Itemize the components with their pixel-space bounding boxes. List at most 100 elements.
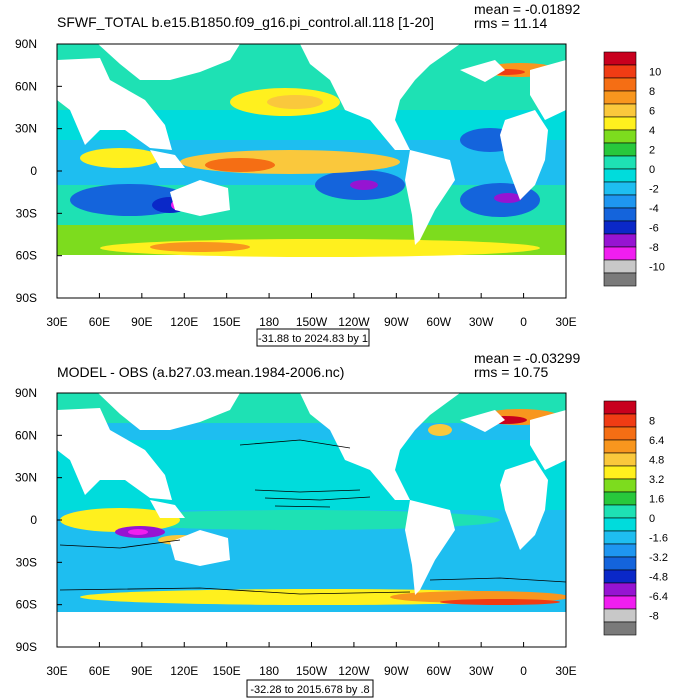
colorbar-swatch: [603, 194, 637, 209]
x-tick-label: 90W: [384, 664, 409, 678]
x-tick-label: 60W: [426, 315, 451, 329]
colorbar-swatch: [603, 181, 637, 196]
colorbar-label: 0: [649, 513, 655, 525]
panel-title: SFWF_TOTAL b.e15.B1850.f09_g16.pi_contro…: [57, 14, 434, 30]
contour-info: -31.88 to 2024.83 by 1: [258, 333, 368, 345]
x-tick-label: 30W: [469, 315, 494, 329]
colorbar-label: -4: [649, 203, 659, 215]
x-tick-label: 60E: [89, 315, 110, 329]
colorbar-swatch: [603, 64, 637, 79]
colorbar-label: 8: [649, 416, 655, 428]
colorbar-label: 10: [649, 67, 661, 79]
map-field: [57, 393, 566, 647]
colorbar-swatch: [603, 608, 637, 623]
x-tick-label: 150W: [296, 315, 328, 329]
colorbar-label: 0: [649, 164, 655, 176]
colorbar-label: 8: [649, 86, 655, 98]
mean-label: mean = -0.01892: [474, 1, 580, 17]
colorbar-swatch: [603, 116, 637, 131]
colorbar-label: 6: [649, 106, 655, 118]
x-axis-ticks: 30E 60E 90E 120E 150E 180 150W 120W 90W 60W 30W 0 30…: [46, 642, 577, 678]
x-tick-label: 30E: [46, 315, 67, 329]
x-tick-label: 30E: [555, 664, 576, 678]
x-tick-label: 120E: [170, 315, 198, 329]
mean-label: mean = -0.03299: [474, 350, 580, 366]
x-tick-label: 60W: [426, 664, 451, 678]
colorbar-swatch: [603, 246, 637, 261]
x-tick-label: 0: [520, 664, 527, 678]
colorbar-label: -6: [649, 223, 659, 235]
colorbar-swatch: [603, 129, 637, 144]
x-tick-label: 150E: [213, 315, 241, 329]
colorbar-swatch: [603, 556, 637, 571]
colorbar-swatch: [603, 220, 637, 235]
x-tick-label: 150E: [213, 664, 241, 678]
x-tick-label: 90W: [384, 315, 409, 329]
colorbar-swatch: [603, 90, 637, 105]
x-tick-label: 30W: [469, 664, 494, 678]
x-tick-label: 30E: [46, 664, 67, 678]
colorbar-swatch: [603, 400, 637, 415]
y-tick-label: 0: [30, 513, 37, 527]
colorbar-swatch: [603, 259, 637, 274]
x-tick-label: 90E: [131, 664, 152, 678]
x-tick-label: 120W: [338, 315, 370, 329]
colorbar-swatch: [603, 439, 637, 454]
colorbar-label: 4: [649, 125, 655, 137]
colorbar-swatch: [603, 452, 637, 467]
colorbar-swatch: [603, 517, 637, 532]
colorbar-swatch: [603, 465, 637, 480]
x-tick-label: 150W: [296, 664, 328, 678]
y-tick-label: 30N: [15, 471, 37, 485]
contour-info: -32.28 to 2015.678 by .8: [250, 684, 369, 696]
x-tick-label: 180: [259, 664, 279, 678]
x-tick-label: 90E: [131, 315, 152, 329]
colorbar-swatch: [603, 413, 637, 428]
y-tick-label: 90S: [16, 640, 37, 654]
colorbar-label: -1.6: [649, 533, 668, 545]
contour-info-box: [246, 679, 374, 698]
colorbar-swatch: [603, 77, 637, 92]
colorbar-swatch: [603, 207, 637, 222]
colorbar-swatch: [603, 543, 637, 558]
y-tick-label: 90N: [15, 37, 37, 51]
y-tick-label: 30N: [15, 122, 37, 136]
y-tick-label: 90N: [15, 386, 37, 400]
colorbar-swatch: [603, 569, 637, 584]
rms-label: rms = 10.75: [474, 364, 549, 380]
colorbar-swatch: [603, 530, 637, 545]
colorbar-label: 1.6: [649, 494, 664, 506]
colorbar-swatch: [603, 478, 637, 493]
x-tick-label: 60E: [89, 664, 110, 678]
y-tick-label: 90S: [16, 291, 37, 305]
colorbar-label: -4.8: [649, 572, 668, 584]
colorbar-label: -10: [649, 262, 665, 274]
colorbar-swatch: [603, 595, 637, 610]
x-tick-label: 30E: [555, 315, 576, 329]
colorbar: 10 8 6 4 2 0 -2 -4 -6 -8 -10: [603, 51, 665, 287]
colorbar-swatch: [603, 155, 637, 170]
panel-bottom: MODEL - OBS (a.b27.03.mean.1984-2006.nc)…: [15, 350, 668, 698]
x-tick-label: 180: [259, 315, 279, 329]
x-tick-label: 120W: [338, 664, 370, 678]
y-tick-label: 60N: [15, 79, 37, 93]
colorbar-label: 6.4: [649, 435, 664, 447]
colorbar-label: -8: [649, 242, 659, 254]
colorbar-swatch: [603, 272, 637, 287]
contour-info-box: [256, 328, 370, 347]
y-axis-ticks: 90N 60N 30N 0 30S 60S 90S: [15, 37, 62, 305]
x-tick-label: 0: [520, 315, 527, 329]
colorbar-swatch: [603, 491, 637, 506]
colorbar-swatch: [603, 426, 637, 441]
y-tick-label: 0: [30, 164, 37, 178]
y-axis-ticks: 90N 60N 30N 0 30S 60S 90S: [15, 386, 62, 654]
colorbar-label: -3.2: [649, 552, 668, 564]
colorbar-swatch: [603, 142, 637, 157]
colorbar-label: -2: [649, 184, 659, 196]
y-tick-label: 60S: [16, 249, 37, 263]
colorbar-swatch: [603, 582, 637, 597]
colorbar-swatch: [603, 504, 637, 519]
colorbar-swatch: [603, 233, 637, 248]
colorbar: 8 6.4 4.8 3.2 1.6 0 -1.6 -3.2 -4.8 -6.4 -8: [603, 400, 668, 636]
